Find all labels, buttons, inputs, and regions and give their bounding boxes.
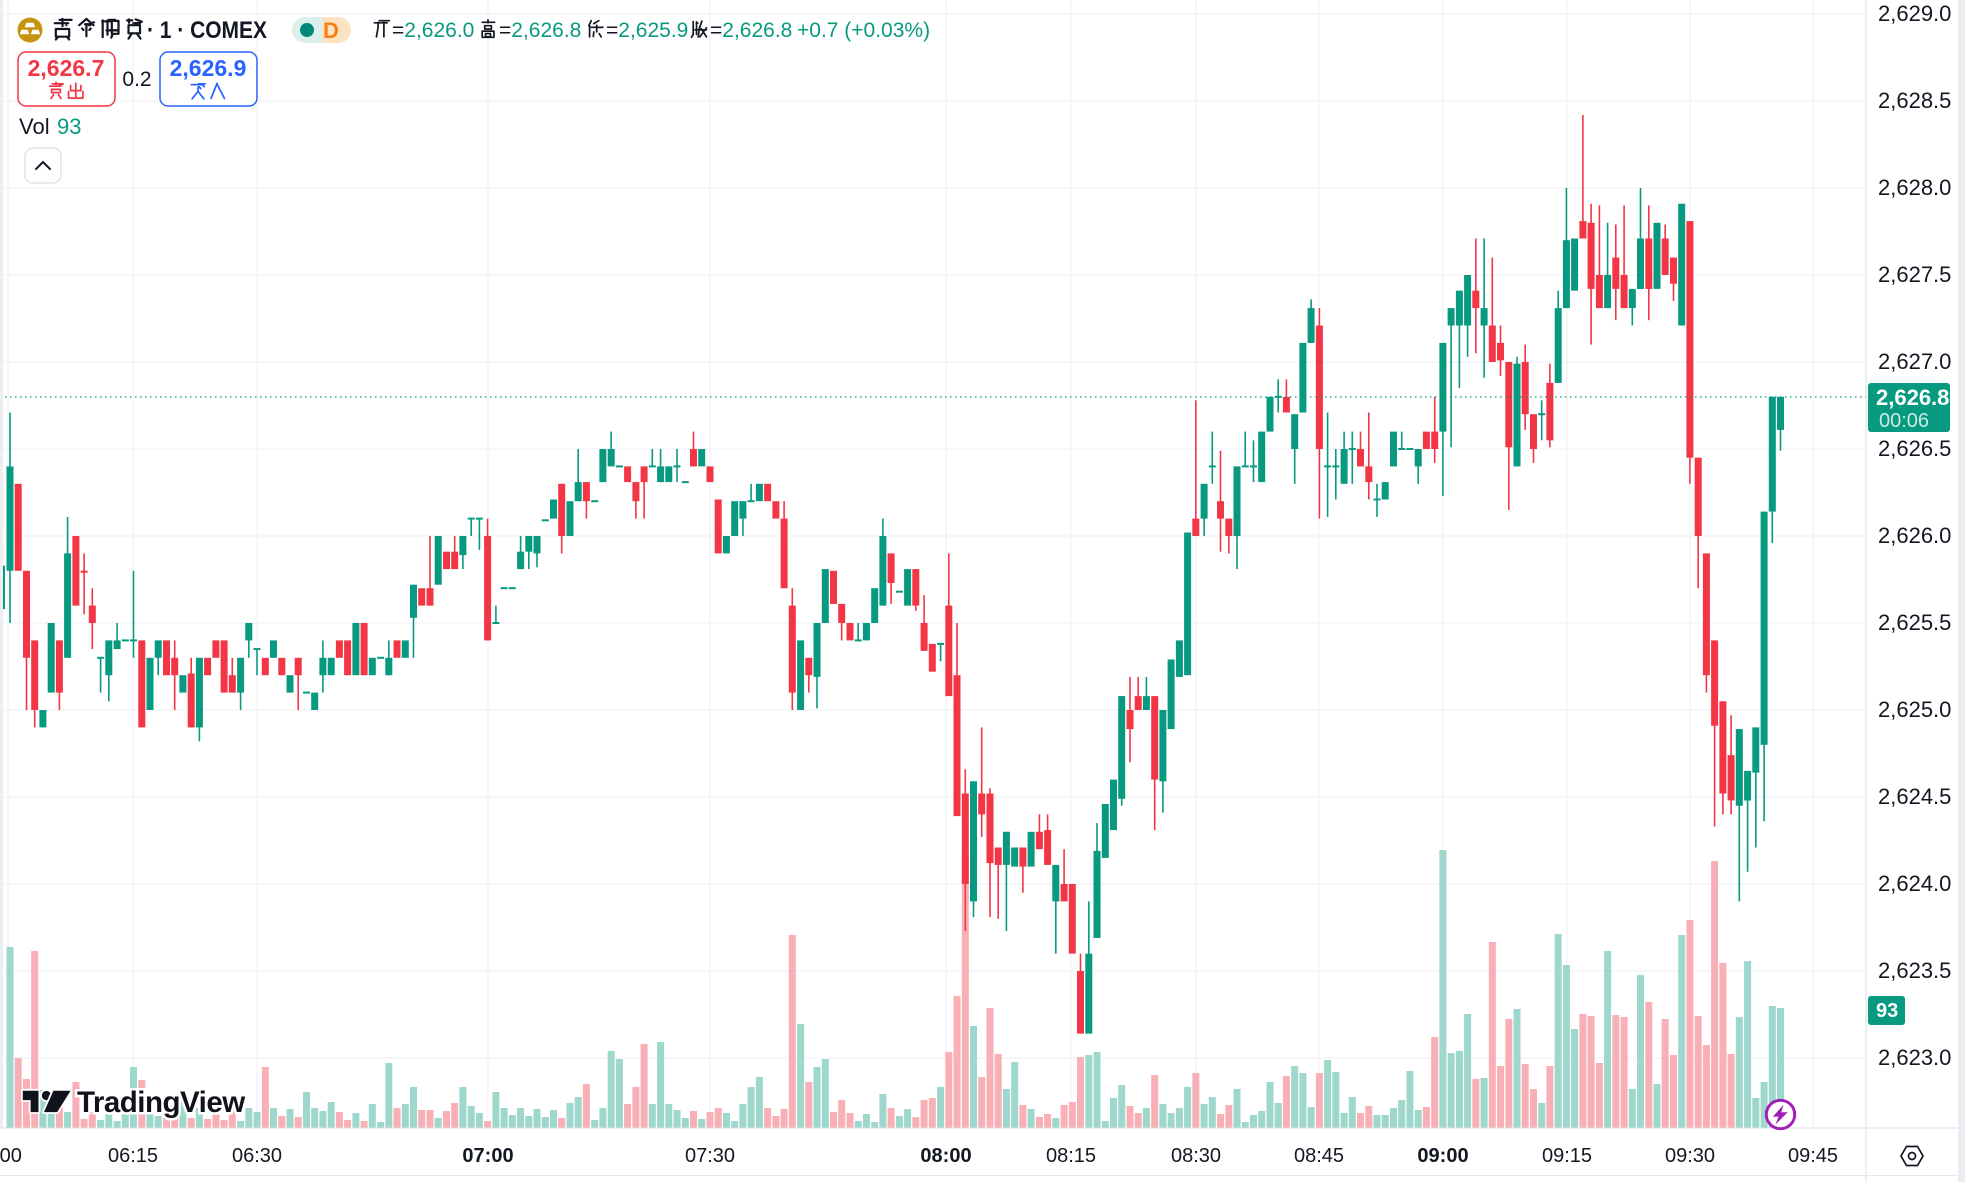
svg-text:2,625.5: 2,625.5 bbox=[1878, 610, 1951, 635]
svg-text:2,626.7: 2,626.7 bbox=[28, 55, 105, 81]
svg-text:2,624.5: 2,624.5 bbox=[1878, 784, 1951, 809]
svg-text:08:45: 08:45 bbox=[1294, 1145, 1344, 1167]
svg-text:09:00: 09:00 bbox=[1417, 1145, 1468, 1167]
svg-text:TradingView: TradingView bbox=[77, 1086, 245, 1119]
svg-text:2,629.0: 2,629.0 bbox=[1878, 1, 1951, 26]
svg-text:08:30: 08:30 bbox=[1171, 1145, 1221, 1167]
svg-text:93: 93 bbox=[57, 114, 81, 139]
svg-text:2,623.5: 2,623.5 bbox=[1878, 958, 1951, 983]
svg-text:=2,626.8: =2,626.8 bbox=[499, 19, 581, 42]
svg-text:2,627.5: 2,627.5 bbox=[1878, 262, 1951, 287]
svg-text:07:30: 07:30 bbox=[685, 1145, 735, 1167]
svg-text:08:15: 08:15 bbox=[1046, 1145, 1096, 1167]
svg-text:09:15: 09:15 bbox=[1542, 1145, 1592, 1167]
svg-text:06:15: 06:15 bbox=[108, 1145, 158, 1167]
svg-text:=2,626.0: =2,626.0 bbox=[392, 19, 474, 42]
svg-text:2,623.0: 2,623.0 bbox=[1878, 1045, 1951, 1070]
svg-text:00:06: 00:06 bbox=[1879, 410, 1929, 432]
svg-text:2,626.8: 2,626.8 bbox=[1876, 385, 1949, 410]
svg-text:2,628.0: 2,628.0 bbox=[1878, 175, 1951, 200]
svg-text:2,625.0: 2,625.0 bbox=[1878, 697, 1951, 722]
svg-text:Vol: Vol bbox=[19, 114, 50, 139]
svg-text:08:00: 08:00 bbox=[920, 1145, 971, 1167]
svg-text:2,628.5: 2,628.5 bbox=[1878, 88, 1951, 113]
svg-text:0.2: 0.2 bbox=[122, 68, 151, 91]
svg-text:+0.7 (+0.03%): +0.7 (+0.03%) bbox=[797, 19, 930, 42]
svg-text:93: 93 bbox=[1876, 1000, 1898, 1022]
svg-text:D: D bbox=[323, 18, 339, 43]
svg-text:06:30: 06:30 bbox=[232, 1145, 282, 1167]
svg-text:07:00: 07:00 bbox=[462, 1145, 513, 1167]
svg-text:09:45: 09:45 bbox=[1788, 1145, 1838, 1167]
svg-text:2,627.0: 2,627.0 bbox=[1878, 349, 1951, 374]
svg-text:09:30: 09:30 bbox=[1665, 1145, 1715, 1167]
svg-text:2,626.0: 2,626.0 bbox=[1878, 523, 1951, 548]
svg-text:· 1 · COMEX: · 1 · COMEX bbox=[147, 17, 267, 44]
svg-text:=2,626.8: =2,626.8 bbox=[710, 19, 792, 42]
svg-text:=2,625.9: =2,625.9 bbox=[606, 19, 688, 42]
svg-text:2,626.9: 2,626.9 bbox=[170, 55, 247, 81]
svg-text:2,624.0: 2,624.0 bbox=[1878, 871, 1951, 896]
svg-text:2,626.5: 2,626.5 bbox=[1878, 436, 1951, 461]
svg-text::00: :00 bbox=[0, 1145, 22, 1167]
